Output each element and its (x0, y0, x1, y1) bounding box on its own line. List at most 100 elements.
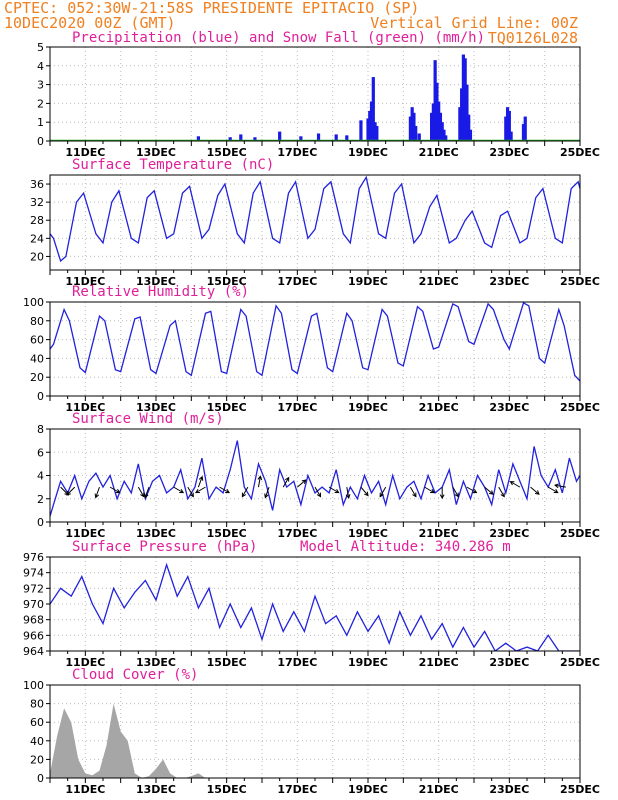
wind-title: Surface Wind (m/s) (72, 411, 224, 427)
wind-arrow-head (198, 475, 204, 481)
wind-arrow-shaft (530, 486, 540, 495)
pressure-ytick-label: 964 (23, 645, 44, 658)
wind-xtick-label: 11DEC (65, 527, 105, 540)
rh-ytick-label: 100 (23, 296, 44, 309)
wind-arrow-head (439, 494, 445, 500)
wind-arrow-shaft (257, 476, 261, 488)
temp-xtick-label: 17DEC (277, 275, 317, 288)
cloud-xtick-label: 21DEC (419, 783, 459, 796)
wind-xtick-label: 21DEC (419, 527, 459, 540)
precip-bar (440, 122, 444, 141)
wind-arrow-shaft (187, 486, 194, 497)
rh-ytick-label: 0 (37, 390, 44, 403)
wind-arrow-shaft (547, 486, 558, 494)
wind-arrow-head (301, 479, 307, 484)
wind-arrow (452, 486, 459, 498)
rh-title: Relative Humidity (%) (72, 284, 249, 300)
pressure-ytick-label: 976 (23, 551, 44, 564)
temp-ytick-label: 36 (30, 178, 44, 191)
precip-bar (366, 118, 370, 141)
precip-bar (521, 124, 526, 141)
wind-arrow-head (189, 492, 194, 498)
precip-bar (316, 133, 321, 141)
wind-arrow-head (195, 488, 200, 494)
precip-bar (509, 131, 513, 141)
wind-arrow (466, 486, 478, 494)
wind-arrow-head (509, 481, 515, 486)
rh-xtick-label: 21DEC (419, 401, 459, 414)
wind-panel: 0 2 4 6 8 11DEC 13DEC 15DEC 17DEC 19DEC 21DEC 23DEC… (37, 411, 600, 540)
precip-xtick-label: 11DEC (65, 146, 105, 159)
precip-xtick-label: 15DEC (207, 146, 247, 159)
precip-title: Precipitation (blue) and Snow Fall (gree… (72, 30, 485, 46)
rh-xtick-label: 13DEC (136, 401, 176, 414)
rh-frame (49, 301, 581, 397)
wind-arrow (219, 486, 231, 494)
precip-bar (465, 84, 469, 141)
wind-arrow-shaft (424, 486, 435, 494)
wind-ytick-label: 2 (37, 493, 44, 506)
wind-arrow-shaft (297, 479, 307, 488)
wind-xtick-label: 15DEC (207, 527, 247, 540)
wind-arrow (197, 475, 204, 488)
pressure-ytick-label: 966 (23, 629, 44, 642)
temp-xtick-label: 21DEC (419, 275, 459, 288)
wind-arrow-shaft (484, 486, 494, 495)
wind-xtick-label: 17DEC (277, 527, 317, 540)
cloud-xtick-label: 11DEC (65, 783, 105, 796)
wind-arrow-head (179, 488, 185, 494)
precip-bar (278, 131, 282, 141)
precip-bar (408, 116, 412, 141)
precip-bar (196, 136, 200, 141)
temp-ytick-label: 32 (30, 196, 44, 209)
rh-ytick-label: 80 (30, 315, 44, 328)
wind-arrow (530, 486, 540, 495)
wind-arrow-head (225, 488, 231, 494)
rh-xtick-label: 19DEC (348, 401, 388, 414)
wind-arrow (379, 486, 387, 498)
precip-bar (437, 101, 441, 141)
wind-arrow-shaft (360, 486, 369, 496)
wind-arrow (94, 486, 100, 499)
precip-ytick-label: 4 (37, 60, 44, 73)
wind-arrow (109, 486, 121, 494)
wind-arrow-shaft (137, 486, 145, 497)
wind-arrow (314, 486, 322, 498)
wind-ytick-label: 4 (37, 470, 44, 483)
pressure-xtick-label: 21DEC (419, 656, 459, 669)
wind-arrow-head (144, 493, 149, 499)
precip-xtick-label: 19DEC (348, 146, 388, 159)
wind-arrow-shaft (95, 486, 100, 498)
rh-ytick-label: 40 (30, 352, 44, 365)
precip-bar (334, 134, 338, 141)
wind-arrow-head (285, 476, 290, 482)
precip-bar (460, 88, 464, 141)
wind-arrow-shaft (314, 486, 321, 497)
wind-arrow-shaft (197, 476, 203, 488)
rh-xtick-label: 25DEC (560, 401, 600, 414)
wind-arrow-head (412, 492, 417, 498)
wind-arrow (137, 486, 145, 498)
wind-arrow-shaft (510, 481, 521, 488)
cloud-ytick-label: 100 (23, 679, 44, 692)
precip-bar (458, 107, 462, 141)
precip-bar (433, 60, 437, 141)
wind-xtick-label: 25DEC (560, 527, 600, 540)
pressure-panel: 964 966 968 970 972 974 976 11DEC 13DEC 15DEC 17DE… (23, 539, 600, 669)
wind-line (50, 440, 580, 517)
temp-ytick-label: 24 (30, 232, 44, 245)
precip-bar (412, 112, 416, 141)
cloud-ytick-label: 60 (30, 716, 44, 729)
temp-xtick-label: 11DEC (65, 275, 105, 288)
precip-bar (504, 116, 508, 141)
rh-xtick-label: 15DEC (207, 401, 247, 414)
cloud-xtick-label: 17DEC (277, 783, 317, 796)
precip-bar (373, 122, 377, 141)
wind-arrow-shaft (219, 486, 230, 494)
precip-bar (375, 125, 379, 141)
wind-arrow-shaft (554, 484, 566, 488)
wind-arrow-head (66, 490, 71, 496)
wind-arrow-head (364, 491, 369, 497)
precip-bar (414, 125, 418, 141)
